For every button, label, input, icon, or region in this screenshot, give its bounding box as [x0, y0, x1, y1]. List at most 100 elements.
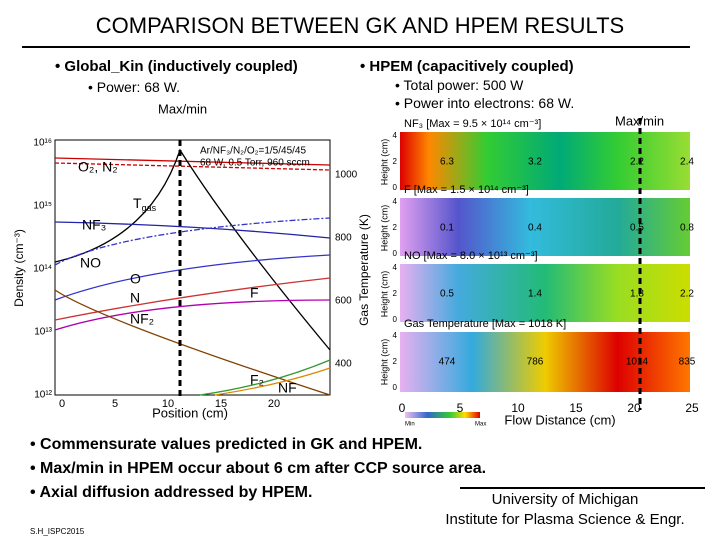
curve-label: N: [130, 290, 140, 306]
curve-label: Tgas: [133, 195, 157, 214]
y-tick-label: 10¹²: [34, 390, 52, 401]
left-note: Max/min: [158, 101, 207, 116]
bullet-dot: •: [395, 95, 404, 111]
y-tick-label: 4: [393, 331, 398, 340]
y-axis-label: Height (cm): [379, 139, 389, 186]
panel-value: 835: [679, 357, 696, 368]
bullet-dot: •: [360, 58, 369, 75]
panel-value: 1014: [626, 357, 649, 368]
bullet-dot: •: [88, 79, 97, 95]
legend-text: 68 W, 0.5 Torr, 960 sccm: [200, 158, 310, 169]
text-part: gas: [142, 203, 157, 213]
x-tick-label: 15: [569, 401, 583, 415]
summary-item: • Commensurate values predicted in GK an…: [30, 436, 422, 453]
panel-value: 1.8: [630, 289, 644, 300]
bullet-dot: •: [395, 77, 404, 93]
text-part: Total power: 500 W: [404, 77, 525, 93]
slide-tag: S.H_ISPC2015: [30, 527, 85, 536]
text-part: Power into electrons: 68 W.: [404, 95, 574, 111]
x-axis-label: Flow Distance (cm): [504, 412, 615, 427]
left-heading: • Global_Kin (inductively coupled): [55, 58, 298, 75]
curve-label: NF₂: [130, 311, 154, 327]
y-tick-label: 0: [393, 383, 398, 392]
y-tick-label: 0: [393, 315, 398, 324]
y-tick-label: 0: [393, 249, 398, 258]
panel-value: 2.4: [680, 157, 694, 168]
curve-label: O: [130, 271, 141, 287]
y-axis-label: Height (cm): [379, 205, 389, 252]
summary-item: • Max/min in HPEM occur about 6 cm after…: [30, 460, 486, 477]
y-tick-label: 10¹⁶: [33, 138, 52, 149]
x-tick-label: 15: [215, 398, 227, 410]
panel-title: NO [Max = 8.0 × 10¹³ cm⁻³]: [404, 250, 538, 262]
legend-text: Ar/NF₃/N₂/O₂=1/5/45/45: [200, 146, 306, 157]
x-tick-label: 0: [59, 398, 65, 410]
curve-label: NO: [80, 255, 101, 271]
panel-value: 2.2: [630, 157, 644, 168]
title: COMPARISON BETWEEN GK AND HPEM RESULTS: [96, 13, 624, 38]
panel-title: NF₃ [Max = 9.5 × 10¹⁴ cm⁻³]: [404, 118, 541, 130]
panel-value: 1.4: [528, 289, 542, 300]
scale-label: Min: [405, 422, 415, 428]
bullet-dot: •: [55, 58, 64, 75]
x-tick-label: 25: [685, 401, 699, 415]
right-item: • Total power: 500 W: [395, 77, 524, 93]
left-item: • Power: 68 W.: [88, 79, 180, 95]
panel-title: F [Max = 1.5 × 10¹⁴ cm⁻³]: [404, 184, 529, 196]
y2-tick-label: 800: [335, 233, 352, 244]
panel-value: 0.1: [440, 223, 454, 234]
y2-tick-label: 600: [335, 296, 352, 307]
right-heading: • HPEM (capacitively coupled): [360, 58, 574, 75]
panel-value: 0.5: [440, 289, 454, 300]
y-tick-label: 0: [393, 183, 398, 192]
y2-axis-label: Gas Temperature (K): [357, 214, 371, 326]
y2-tick-label: 1000: [335, 170, 358, 181]
panel-value: 0.8: [680, 223, 694, 234]
y-tick-label: 4: [393, 263, 398, 272]
right-note: Max/min: [615, 113, 664, 128]
hpem-panels: [400, 132, 690, 418]
x-axis-label: Position (cm): [152, 405, 228, 420]
text-part: Axial diffusion addressed by HPEM.: [39, 484, 312, 501]
curve-label: F: [250, 285, 259, 301]
text-part: HPEM (capacitively coupled): [369, 58, 573, 75]
summary-item: • Axial diffusion addressed by HPEM.: [30, 484, 312, 501]
x-tick-label: 5: [112, 398, 118, 410]
bullet-dot: •: [30, 460, 40, 477]
x-tick-label: 10: [162, 398, 174, 410]
x-tick-label: 10: [511, 401, 525, 415]
curve-label: O₂, N₂: [78, 159, 118, 175]
text-part: T: [133, 195, 142, 211]
bullet-dot: •: [30, 436, 40, 453]
y-tick-label: 4: [393, 131, 398, 140]
x-tick-label: 5: [457, 401, 464, 415]
curve-label: NF₃: [82, 217, 106, 233]
panel-value: 474: [439, 357, 456, 368]
panel-value: 0.5: [630, 223, 644, 234]
y-tick-label: 10¹⁵: [33, 201, 52, 212]
panel-value: 3.2: [528, 157, 542, 168]
y2-tick-label: 400: [335, 359, 352, 370]
curve-label: F₂: [250, 372, 264, 388]
x-tick-label: 0: [399, 401, 406, 415]
x-tick-label: 20: [627, 401, 641, 415]
y-axis-label: Density (cm⁻³): [12, 229, 26, 307]
text-part: Max/min in HPEM occur about 6 cm after C…: [40, 460, 486, 477]
y-tick-label: 2: [393, 223, 398, 232]
panel-value: 786: [527, 357, 544, 368]
y-tick-label: 10¹³: [34, 327, 52, 338]
right-item: • Power into electrons: 68 W.: [395, 95, 574, 111]
bullet-dot: •: [30, 484, 39, 501]
panel-value: 0.4: [528, 223, 542, 234]
text-part: Power: 68 W.: [97, 79, 180, 95]
text-part: Commensurate values predicted in GK and …: [40, 436, 422, 453]
y-axis-label: Height (cm): [379, 339, 389, 386]
curve-label: NF: [278, 380, 297, 396]
text-part: Global_Kin (inductively coupled): [64, 58, 297, 75]
y-tick-label: 4: [393, 197, 398, 206]
panel-value: 6.3: [440, 157, 454, 168]
y-tick-label: 10¹⁴: [33, 264, 52, 275]
affiliation: University of Michigan: [492, 491, 639, 508]
affiliation: Institute for Plasma Science & Engr.: [445, 511, 684, 528]
